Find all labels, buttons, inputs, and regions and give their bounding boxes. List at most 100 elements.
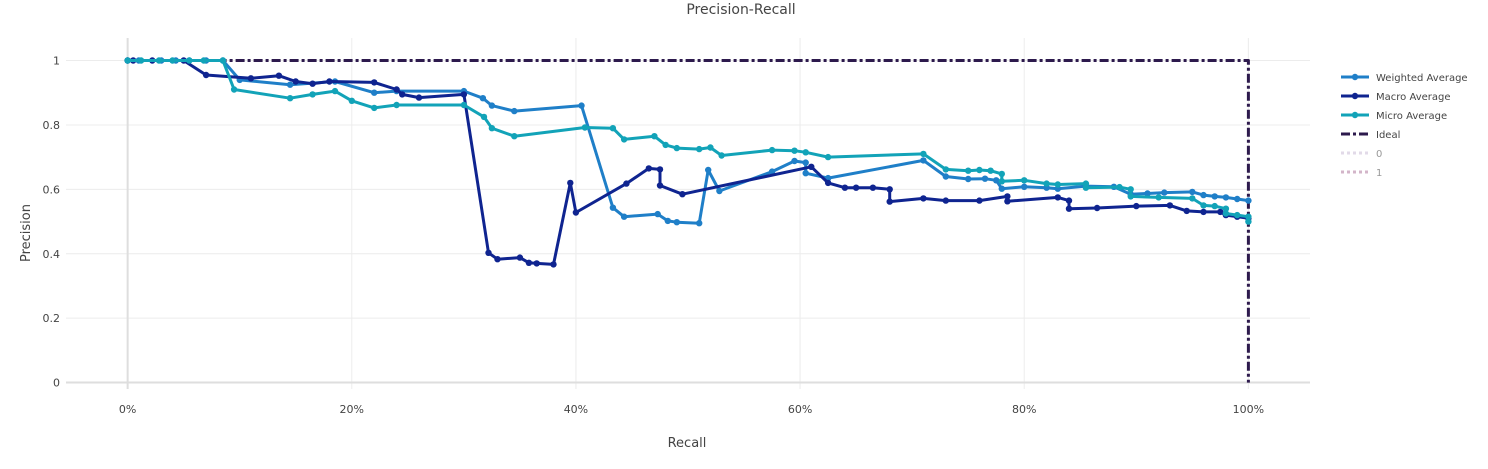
data-point	[808, 163, 815, 170]
data-point	[920, 195, 927, 202]
legend-item-0: 0	[1341, 149, 1382, 160]
data-point	[707, 144, 714, 151]
data-point	[673, 219, 680, 226]
data-point	[1133, 202, 1140, 210]
data-point	[651, 133, 658, 140]
data-point	[679, 191, 686, 198]
data-point	[550, 261, 557, 268]
data-point	[137, 57, 145, 64]
data-point	[286, 81, 294, 88]
data-point	[371, 89, 378, 96]
data-point	[331, 87, 339, 95]
data-point	[460, 101, 468, 109]
data-point	[1166, 202, 1174, 209]
data-point	[155, 57, 163, 64]
data-point	[494, 256, 501, 263]
data-point	[1222, 205, 1230, 212]
data-point	[869, 184, 877, 191]
legend-marker	[1351, 73, 1359, 81]
data-point	[525, 259, 533, 266]
data-point	[981, 175, 989, 182]
chart-title: Precision-Recall	[686, 2, 795, 18]
y-tick-label: 1	[53, 55, 60, 68]
data-point	[716, 187, 723, 195]
data-point	[1082, 184, 1090, 191]
legend-marker	[1351, 111, 1359, 119]
data-point	[124, 57, 131, 64]
data-point	[348, 97, 355, 105]
data-point	[371, 79, 378, 86]
data-point	[920, 157, 927, 164]
series-layer	[124, 57, 1252, 383]
series-line-weighted-average	[127, 59, 1249, 225]
data-point	[1245, 213, 1252, 220]
legend-label: 0	[1376, 149, 1382, 160]
data-point	[533, 260, 540, 267]
data-point	[705, 166, 712, 174]
data-point	[718, 152, 725, 159]
data-point	[696, 145, 703, 153]
data-point	[202, 71, 210, 79]
data-point	[620, 213, 628, 220]
data-point	[1004, 193, 1011, 200]
legend-marker	[1351, 92, 1359, 100]
data-point	[1200, 191, 1207, 199]
y-tick-label: 0.2	[43, 312, 61, 325]
data-point	[998, 170, 1005, 178]
legend-label: Macro Average	[1376, 92, 1451, 103]
legend-label: Weighted Average	[1376, 73, 1468, 84]
data-point	[1245, 197, 1252, 204]
legend-item-1: 1	[1341, 168, 1382, 179]
data-point	[656, 166, 664, 173]
data-point	[169, 57, 176, 64]
data-point	[620, 136, 628, 143]
series-micro-average	[124, 57, 1252, 225]
data-point	[824, 153, 832, 161]
data-point	[1155, 194, 1162, 201]
data-point	[1054, 181, 1062, 188]
data-point	[567, 179, 574, 187]
data-point	[1189, 195, 1196, 202]
data-point	[768, 168, 776, 175]
data-point	[200, 57, 207, 64]
data-point	[393, 86, 400, 93]
data-point	[1116, 183, 1123, 191]
data-point	[802, 149, 809, 156]
grid	[66, 38, 1310, 389]
legend-label: 1	[1376, 168, 1382, 179]
data-point	[186, 57, 193, 64]
data-point	[1211, 193, 1218, 200]
data-point	[841, 184, 849, 191]
data-point	[1054, 194, 1062, 201]
data-point	[1020, 183, 1028, 190]
data-point	[480, 113, 488, 121]
legend-label: Micro Average	[1376, 111, 1447, 122]
data-point	[309, 80, 316, 87]
data-point	[942, 197, 949, 204]
series-line-macro-average	[127, 59, 1249, 266]
data-point	[802, 159, 809, 166]
data-point	[824, 179, 832, 187]
data-point	[371, 104, 378, 112]
data-point	[852, 184, 860, 191]
data-point	[1234, 211, 1241, 219]
legend-label: Ideal	[1376, 130, 1400, 141]
data-point	[1127, 193, 1134, 200]
data-point	[791, 147, 798, 154]
data-point	[965, 167, 972, 174]
data-point	[1189, 188, 1196, 196]
data-point	[1245, 218, 1252, 225]
data-point	[1127, 186, 1134, 193]
data-point	[886, 186, 893, 193]
axes: 0% 20% 40% 60% 80% 100% 0 0.2 0.4 0.6 0.8 1	[43, 38, 1310, 416]
data-point	[393, 101, 400, 109]
data-point	[399, 91, 406, 98]
data-point	[1222, 194, 1230, 201]
y-tick-label: 0	[53, 377, 60, 390]
data-point	[1004, 198, 1011, 205]
data-point	[976, 197, 983, 204]
data-point	[572, 209, 580, 216]
x-tick-label: 20%	[340, 403, 364, 416]
data-point	[1183, 207, 1190, 215]
